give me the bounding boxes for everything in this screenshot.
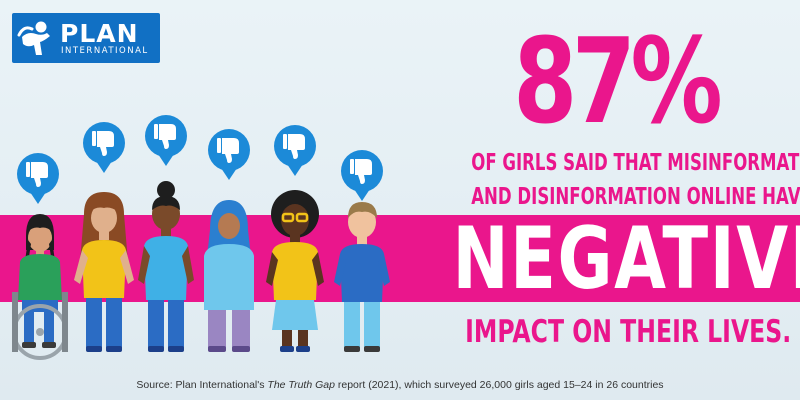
plan-international-logo: PLAN INTERNATIONAL [12,13,160,63]
source-report-title: The Truth Gap [267,379,335,391]
figure-bun-hair-girl [138,181,194,352]
figure-glasses-girl [266,190,324,352]
figure-wheelchair-girl [12,214,68,360]
message-block: 87% OF GIRLS SAID THAT MISINFORMATION AN… [400,0,800,400]
bubble-1 [17,153,59,204]
headline-line-3: IMPACT ON THEIR LIVES. [465,314,792,350]
source-citation: Source: Plan International's The Truth G… [0,378,800,392]
bubble-4 [208,129,250,180]
child-figure-icon [17,21,50,55]
logo-subtitle: INTERNATIONAL [61,46,149,56]
emphasis-word: NEGATIVE [452,209,800,309]
figure-short-hair-boy [334,202,390,352]
figure-curly-hair-girl [74,192,134,352]
figures-illustration [12,115,390,360]
headline-line-1: OF GIRLS SAID THAT MISINFORMATION [471,150,800,176]
source-prefix: Source: Plan International's [136,379,268,391]
figure-hijab-girl [204,200,254,352]
bubble-6 [341,150,383,201]
pink-band [0,215,800,302]
bubble-5 [274,125,316,176]
bubble-3 [145,115,187,166]
headline-line-2: AND DISINFORMATION ONLINE HAVE HAD A [471,184,800,210]
logo-name: PLAN [60,19,139,48]
source-suffix: report (2021), which surveyed 26,000 gir… [334,379,664,391]
bubble-2 [83,122,125,173]
headline-stat: 87% [513,12,722,150]
